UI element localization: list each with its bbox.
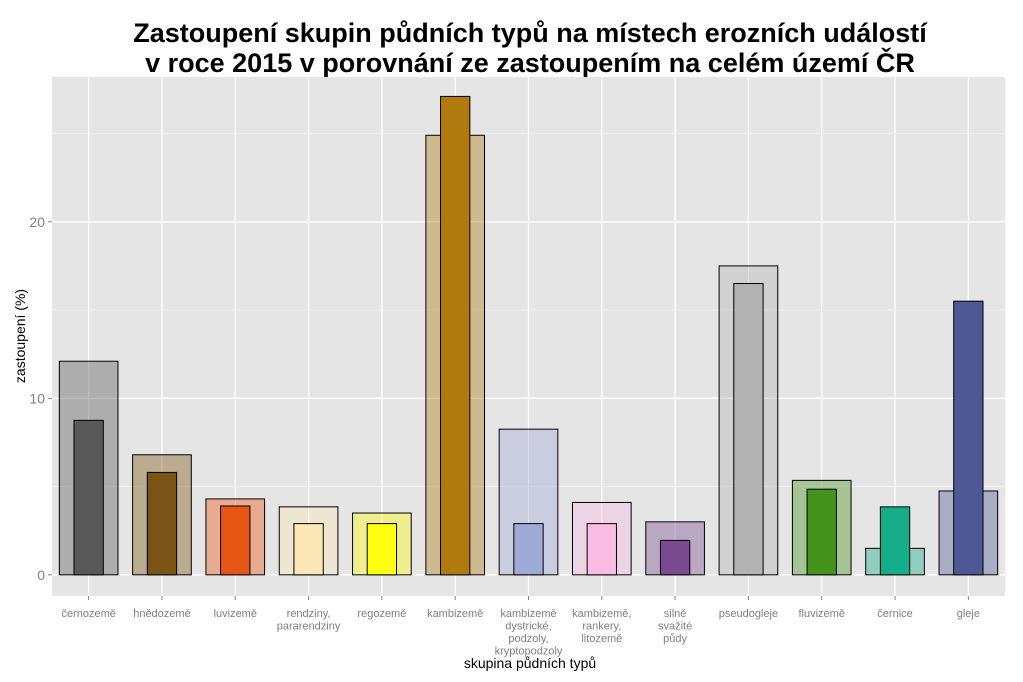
bar-erosion-events [293,523,324,576]
x-tick-label: kambizemě, rankery, litozemě [572,608,631,645]
bars-erosion-events [73,95,984,576]
x-tick-label: hnědozemě [133,608,191,620]
x-tick-label: luvizemě [214,608,257,620]
chart-title-line-1: Zastoupení skupin půdních typů na místec… [133,18,928,48]
bar-erosion-events [806,488,837,576]
x-tick-label: černice [877,608,912,620]
x-tick-label: kambizemě [427,608,483,620]
x-axis-ticks: černozemě hnědozemě luvizemě rendziny, parar… [61,596,980,658]
x-tick-label: regozemě [357,608,406,620]
bar-erosion-events [73,419,104,576]
bar-erosion-events [220,505,251,576]
bar-erosion-events [659,539,691,576]
bar-erosion-events [440,95,471,576]
bar-erosion-events [366,523,398,576]
y-tick-label: 0 [37,567,45,583]
y-axis-ticks: 0 10 20 [29,214,52,583]
x-axis-title: skupina půdních typů [464,655,596,671]
x-tick-label: fluvizemě [798,608,844,620]
y-tick-label: 20 [29,214,45,230]
x-tick-label: silně svažité půdy [658,608,692,645]
x-tick-label: gleje [957,608,980,620]
bar-erosion-events [586,523,617,576]
x-tick-label: rendziny, pararendziny [277,608,341,633]
x-tick-label: černozemě [61,608,115,620]
x-tick-label: kambizemě dystrické, podzoly, kryptopodzoly [495,608,563,658]
chart-title: Zastoupení skupin půdních typů na místec… [133,18,928,78]
bar-erosion-events [146,471,178,576]
x-tick-label: pseudogleje [719,608,778,620]
bar-erosion-events [733,283,764,576]
y-tick-label: 10 [29,390,45,406]
chart-title-line-2: v roce 2015 v porovnání ze zastoupením n… [145,47,915,78]
bar-erosion-events [879,506,911,576]
y-axis-title: zastoupení (%) [12,289,28,383]
bar-erosion-events [953,300,984,576]
bar-erosion-events [513,523,544,576]
